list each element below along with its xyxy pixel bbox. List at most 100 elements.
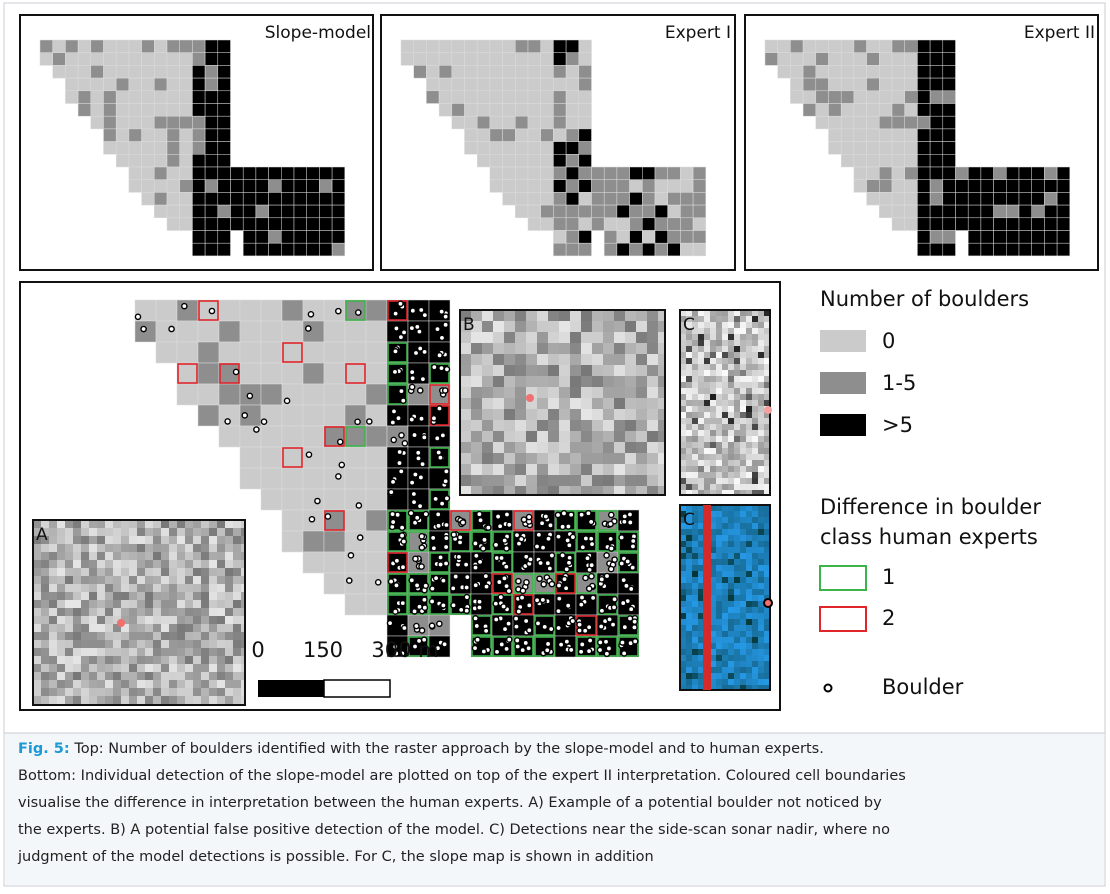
inset-pixel bbox=[752, 508, 758, 511]
inset-pixel bbox=[169, 584, 177, 592]
inset-pixel bbox=[746, 334, 752, 337]
legend-label: 2 bbox=[882, 606, 895, 630]
map-cell bbox=[104, 142, 117, 155]
inset-pixel bbox=[698, 325, 704, 328]
map-cell bbox=[943, 154, 956, 167]
inset-pixel bbox=[592, 398, 603, 409]
boulder bbox=[557, 596, 562, 601]
inset-pixel bbox=[734, 388, 740, 391]
map-cell bbox=[956, 180, 969, 193]
inset-pixel bbox=[73, 576, 81, 584]
inset-pixel bbox=[57, 568, 65, 576]
map-cell bbox=[240, 468, 261, 489]
inset-pixel bbox=[686, 553, 692, 556]
map-cell bbox=[841, 154, 854, 167]
inset-pixel bbox=[692, 337, 698, 340]
map-cell bbox=[243, 180, 256, 193]
inset-pixel bbox=[493, 310, 504, 321]
inset-pixel bbox=[625, 321, 636, 332]
inset-pixel bbox=[692, 676, 698, 679]
inset-pixel bbox=[209, 624, 217, 632]
legend-label: 1-5 bbox=[882, 371, 916, 395]
inset-pixel bbox=[233, 592, 241, 600]
inset-pixel bbox=[752, 547, 758, 550]
inset-pixel bbox=[746, 586, 752, 589]
inset-pixel bbox=[734, 370, 740, 373]
inset-pixel bbox=[548, 409, 559, 420]
inset-pixel bbox=[493, 365, 504, 376]
inset-pixel bbox=[716, 463, 722, 466]
inset-pixel bbox=[97, 648, 105, 656]
inset-pixel bbox=[537, 365, 548, 376]
inset-pixel bbox=[716, 436, 722, 439]
map-cell bbox=[198, 384, 219, 405]
inset-pixel bbox=[647, 365, 658, 376]
map-cell bbox=[243, 218, 256, 231]
inset-pixel bbox=[758, 610, 764, 613]
inset-pixel bbox=[728, 571, 734, 574]
map-cell bbox=[465, 142, 478, 155]
map-cell bbox=[541, 154, 554, 167]
inset-pixel bbox=[526, 343, 537, 354]
inset-pixel bbox=[603, 398, 614, 409]
inset-pixel bbox=[692, 667, 698, 670]
map-cell bbox=[240, 300, 261, 321]
map-cell bbox=[180, 180, 193, 193]
inset-pixel bbox=[97, 624, 105, 632]
boulder bbox=[473, 541, 478, 546]
inset-pixel bbox=[145, 584, 153, 592]
inset-pixel bbox=[710, 367, 716, 370]
inset-pixel bbox=[537, 398, 548, 409]
boulder bbox=[589, 519, 594, 524]
inset-pixel bbox=[81, 608, 89, 616]
map-cell bbox=[319, 192, 332, 205]
map-cell bbox=[841, 78, 854, 91]
map-cell bbox=[401, 53, 414, 66]
inset-pixel bbox=[460, 398, 471, 409]
inset-pixel bbox=[722, 622, 728, 625]
map-cell bbox=[630, 218, 643, 231]
boulder bbox=[579, 512, 584, 517]
map-cell bbox=[452, 65, 465, 78]
inset-pixel bbox=[716, 487, 722, 490]
inset-pixel bbox=[722, 400, 728, 403]
inset-pixel bbox=[728, 598, 734, 601]
inset-pixel bbox=[49, 664, 57, 672]
inset-pixel bbox=[752, 541, 758, 544]
map-cell bbox=[53, 40, 66, 53]
inset-pixel bbox=[592, 387, 603, 398]
map-cell bbox=[53, 65, 66, 78]
inset-pixel bbox=[225, 576, 233, 584]
inset-pixel bbox=[722, 454, 728, 457]
map-cell bbox=[282, 531, 303, 552]
inset-pixel bbox=[161, 680, 169, 688]
inset-pixel bbox=[746, 625, 752, 628]
inset-pixel bbox=[193, 616, 201, 624]
inset-pixel bbox=[225, 536, 233, 544]
inset-pixel bbox=[686, 469, 692, 472]
inset-pixel bbox=[740, 655, 746, 658]
map-cell bbox=[345, 447, 366, 468]
inset-pixel bbox=[734, 628, 740, 631]
inset-pixel bbox=[603, 409, 614, 420]
inset-pixel bbox=[752, 577, 758, 580]
map-cell bbox=[452, 78, 465, 91]
inset-pixel bbox=[482, 354, 493, 365]
inset-pixel bbox=[193, 600, 201, 608]
inset-pixel bbox=[201, 592, 209, 600]
inset-pixel bbox=[482, 475, 493, 486]
inset-pixel bbox=[734, 529, 740, 532]
inset-pixel bbox=[177, 520, 185, 528]
map-cell bbox=[541, 167, 554, 180]
inset-pixel bbox=[145, 576, 153, 584]
map-cell bbox=[243, 231, 256, 244]
inset-pixel bbox=[73, 624, 81, 632]
inset-pixel bbox=[559, 398, 570, 409]
inset-pixel bbox=[33, 560, 41, 568]
inset-pixel bbox=[49, 536, 57, 544]
inset-pixel bbox=[201, 584, 209, 592]
map-cell bbox=[281, 192, 294, 205]
map-cell bbox=[943, 167, 956, 180]
inset-pixel bbox=[746, 514, 752, 517]
inset-pixel bbox=[722, 436, 728, 439]
